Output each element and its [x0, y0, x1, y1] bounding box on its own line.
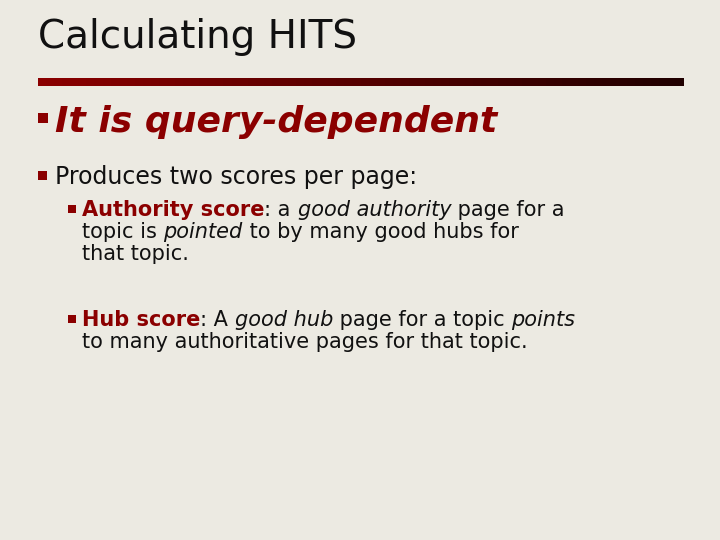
Text: to by many good hubs for: to by many good hubs for [243, 222, 518, 242]
Text: Calculating HITS: Calculating HITS [38, 18, 357, 56]
Text: topic is: topic is [82, 222, 163, 242]
Text: page for a: page for a [451, 200, 564, 220]
Text: pointed: pointed [163, 222, 243, 242]
Text: page for a topic: page for a topic [333, 310, 511, 330]
Text: Produces two scores per page:: Produces two scores per page: [55, 165, 417, 189]
Text: : A: : A [200, 310, 235, 330]
Text: good hub: good hub [235, 310, 333, 330]
Text: Hub score: Hub score [82, 310, 200, 330]
Text: points: points [511, 310, 575, 330]
Text: that topic.: that topic. [82, 244, 189, 264]
Text: Authority score: Authority score [82, 200, 264, 220]
Text: : a: : a [264, 200, 297, 220]
Text: to many authoritative pages for that topic.: to many authoritative pages for that top… [82, 332, 528, 352]
Text: It is query-dependent: It is query-dependent [55, 105, 498, 139]
Text: good authority: good authority [297, 200, 451, 220]
